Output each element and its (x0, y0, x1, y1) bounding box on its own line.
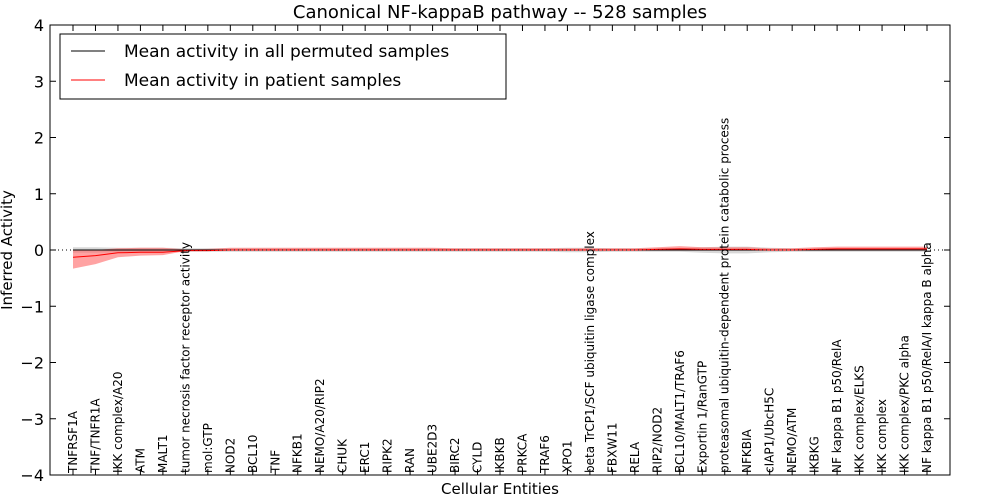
x-tick-label: ATM (133, 448, 147, 473)
legend: Mean activity in all permuted samples Me… (59, 33, 507, 100)
x-tick-label: NF kappa B1 p50/RelA/I kappa B alpha (920, 242, 934, 473)
x-tick-label: beta TrCP1/SCF ubiquitin ligase complex (583, 231, 597, 473)
x-tick-label: CYLD (471, 442, 485, 473)
legend-label-permuted: Mean activity in all permuted samples (124, 42, 449, 62)
y-tick-label: −2 (20, 354, 44, 373)
x-tick-label: UBE2D3 (426, 424, 440, 473)
x-tick-label: RIP2/NOD2 (650, 407, 664, 473)
x-tick-label: mol:GTP (201, 423, 215, 473)
x-tick-label: IKK complex (875, 399, 889, 473)
patient-mean-line (72, 248, 927, 258)
x-tick-label: BCL10/MALT1/TRAF6 (673, 350, 687, 473)
x-tick-label: TRAF6 (538, 435, 552, 474)
x-tick-label: TNFRSF1A (66, 410, 80, 474)
legend-box (59, 33, 507, 100)
x-tick-label: IKK complex/ELKS (853, 365, 867, 473)
y-tick-label: 0 (34, 241, 44, 260)
y-tick-label: 4 (34, 16, 44, 35)
legend-label-patient: Mean activity in patient samples (124, 71, 401, 91)
y-tick-label: −4 (20, 466, 44, 485)
x-tick-label: NOD2 (223, 438, 237, 473)
x-tick-label: CHUK (336, 438, 350, 473)
x-tick-label: TNF (268, 450, 282, 474)
x-tick-label: NEMO/ATM (785, 408, 799, 473)
y-tick-label: 2 (34, 129, 44, 148)
y-axis-label: Inferred Activity (0, 190, 16, 310)
chart-title: Canonical NF-kappaB pathway -- 528 sampl… (293, 2, 707, 23)
x-tick-label: RIPK2 (381, 438, 395, 473)
x-tick-label: NFKBIA (740, 428, 754, 473)
x-tick-label: PRKCA (516, 433, 530, 473)
x-tick-label: RELA (628, 441, 642, 473)
x-tick-label: IKK complex/A20 (111, 372, 125, 473)
x-tick-label: IKK complex/PKC alpha (898, 335, 912, 473)
x-tick-label: XPO1 (560, 440, 574, 473)
x-tick-label: NF kappa B1 p50/RelA (830, 339, 844, 473)
x-tick-label: Exportin 1/RanGTP (695, 361, 709, 473)
x-tick-label: BIRC2 (448, 437, 462, 473)
x-tick-label: FBXW11 (605, 423, 619, 474)
y-tick-label: −1 (20, 297, 44, 316)
y-tick-label: −3 (20, 410, 44, 429)
x-tick-label: MALT1 (156, 434, 170, 473)
x-tick-label: tumor necrosis factor receptor activity (178, 242, 192, 473)
x-tick-label: NEMO/A20/RIP2 (313, 378, 327, 473)
x-axis-label: Cellular Entities (441, 480, 559, 498)
axes-frame (49, 24, 951, 476)
x-tick-label: ERC1 (358, 442, 372, 473)
plot-area: 4 3 2 1 0 −1 −2 −3 −4 TNFRSF1A TNF/TNFR1A IKK compl… (20, 16, 951, 485)
x-tick-label: RAN (403, 448, 417, 473)
x-tick-label: NFKB1 (291, 433, 305, 473)
x-tick-label: proteasomal ubiquitin-dependent protein … (718, 118, 732, 473)
x-tick-label: cIAP1/UbcH5C (763, 388, 777, 473)
x-tick-label: IKBKG (808, 436, 822, 473)
x-tick-label: BCL10 (246, 435, 260, 473)
y-tick-label: 3 (34, 72, 44, 91)
patient-range-band (73, 246, 927, 269)
x-tick-label: TNF/TNFR1A (89, 398, 103, 474)
x-tick-label: IKBKB (493, 437, 507, 473)
y-tick-label: 1 (34, 185, 44, 204)
